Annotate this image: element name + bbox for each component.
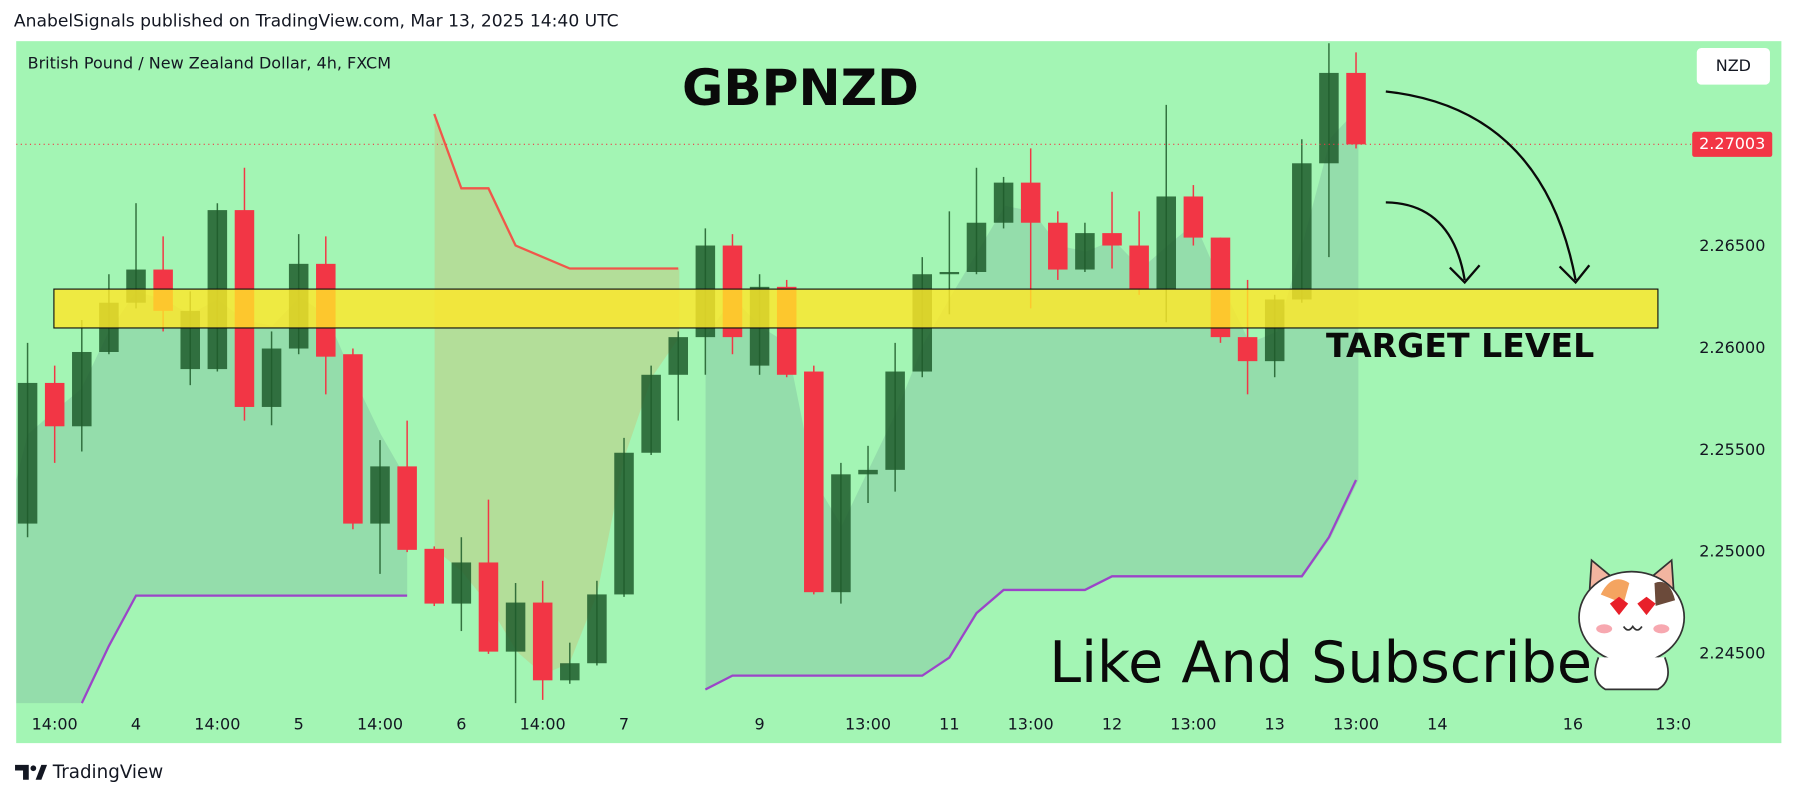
candle-body xyxy=(966,222,987,272)
symbol-label: British Pound / New Zealand Dollar, 4h, … xyxy=(28,54,391,73)
candle-body xyxy=(939,271,960,275)
candle-body xyxy=(397,466,417,550)
candle-body xyxy=(261,348,282,407)
currency-box[interactable] xyxy=(1696,48,1770,85)
candle-body xyxy=(1129,245,1149,290)
candle-body xyxy=(1048,222,1068,270)
candle-body xyxy=(451,562,472,604)
x-tick-label: 14:00 xyxy=(520,714,566,733)
candle-body xyxy=(478,562,499,652)
candle-body xyxy=(44,382,65,427)
candle-body xyxy=(1237,337,1258,362)
candle-body xyxy=(1292,163,1312,300)
header-text: AnabelSignals published on TradingView.c… xyxy=(14,12,619,32)
candle-body xyxy=(668,337,689,375)
shade-area xyxy=(705,108,1359,690)
x-tick-label: 14:00 xyxy=(194,714,240,733)
zone-label: TARGET LEVEL xyxy=(1326,326,1594,365)
candle-body xyxy=(614,452,634,595)
candle-body xyxy=(1319,72,1339,164)
candle-body xyxy=(72,351,92,427)
chart-title: GBPNZD xyxy=(682,58,919,117)
x-tick-label: 13:00 xyxy=(1333,714,1379,733)
candle-body xyxy=(1075,233,1095,270)
candle-body xyxy=(858,469,878,475)
shade-area xyxy=(434,114,680,675)
y-tick-label: 2.26000 xyxy=(1699,338,1765,357)
x-tick-label: 13:00 xyxy=(1170,714,1216,733)
shading xyxy=(16,108,1359,704)
candle-body xyxy=(1346,72,1366,145)
candle-body xyxy=(831,474,851,593)
candle-body xyxy=(885,371,905,470)
y-tick-label: 2.25000 xyxy=(1699,542,1765,561)
target-zone xyxy=(53,288,1659,329)
indicator-line xyxy=(80,479,1358,704)
arrow xyxy=(1385,90,1577,281)
candle-body xyxy=(993,182,1014,223)
footer-brand[interactable]: TradingView xyxy=(52,762,164,783)
candle-body xyxy=(370,466,390,524)
candle-body xyxy=(587,594,607,664)
x-tick-label: 16 xyxy=(1563,714,1583,733)
footer-logo xyxy=(15,764,48,780)
candle-body xyxy=(804,371,824,593)
candle-body xyxy=(1020,182,1041,223)
zone-layer xyxy=(53,288,1659,329)
candle-body xyxy=(17,382,38,524)
x-tick-label: 13:00 xyxy=(1008,714,1054,733)
axes: 2.27003 2.24500 2.25000 2.25500 2.26000 2.265… xyxy=(32,131,1773,733)
x-tick-label: 5 xyxy=(294,714,304,733)
indicator-line xyxy=(433,113,679,270)
shade-area xyxy=(16,291,408,704)
cat-sticker xyxy=(1578,558,1686,691)
x-tick-label: 14:00 xyxy=(32,714,78,733)
x-tick-label: 13:00 xyxy=(845,714,891,733)
annotation: Like And Subscribe xyxy=(1049,630,1592,696)
candle-body xyxy=(641,374,661,453)
candle-body xyxy=(343,354,363,524)
candle-body xyxy=(1156,196,1177,290)
candle-body xyxy=(532,602,553,681)
candle-body xyxy=(1102,233,1122,246)
last-price-label: 2.27003 xyxy=(1699,134,1765,153)
arrows xyxy=(1385,90,1591,285)
x-tick-label: 13:0 xyxy=(1655,714,1691,733)
x-tick-label: 9 xyxy=(754,714,764,733)
x-tick-label: 13 xyxy=(1265,714,1285,733)
arrow-head xyxy=(1449,264,1481,285)
y-tick-label: 2.24500 xyxy=(1699,643,1765,662)
candle-body xyxy=(1183,196,1204,238)
candle-body xyxy=(505,602,526,652)
x-tick-label: 7 xyxy=(619,714,629,733)
candle-body xyxy=(560,663,580,681)
arrow-head xyxy=(1558,264,1591,285)
x-tick-label: 4 xyxy=(131,714,141,733)
last-price-tag xyxy=(1692,131,1773,157)
candle-body xyxy=(424,548,445,604)
x-tick-label: 12 xyxy=(1102,714,1122,733)
y-tick-label: 2.26500 xyxy=(1699,236,1765,255)
arrow xyxy=(1385,201,1466,281)
y-tick-label: 2.25500 xyxy=(1699,440,1765,459)
x-tick-label: 6 xyxy=(456,714,466,733)
currency-label[interactable]: NZD xyxy=(1716,56,1751,75)
x-tick-label: 14:00 xyxy=(357,714,403,733)
x-tick-label: 11 xyxy=(939,714,959,733)
x-tick-label: 14 xyxy=(1427,714,1447,733)
